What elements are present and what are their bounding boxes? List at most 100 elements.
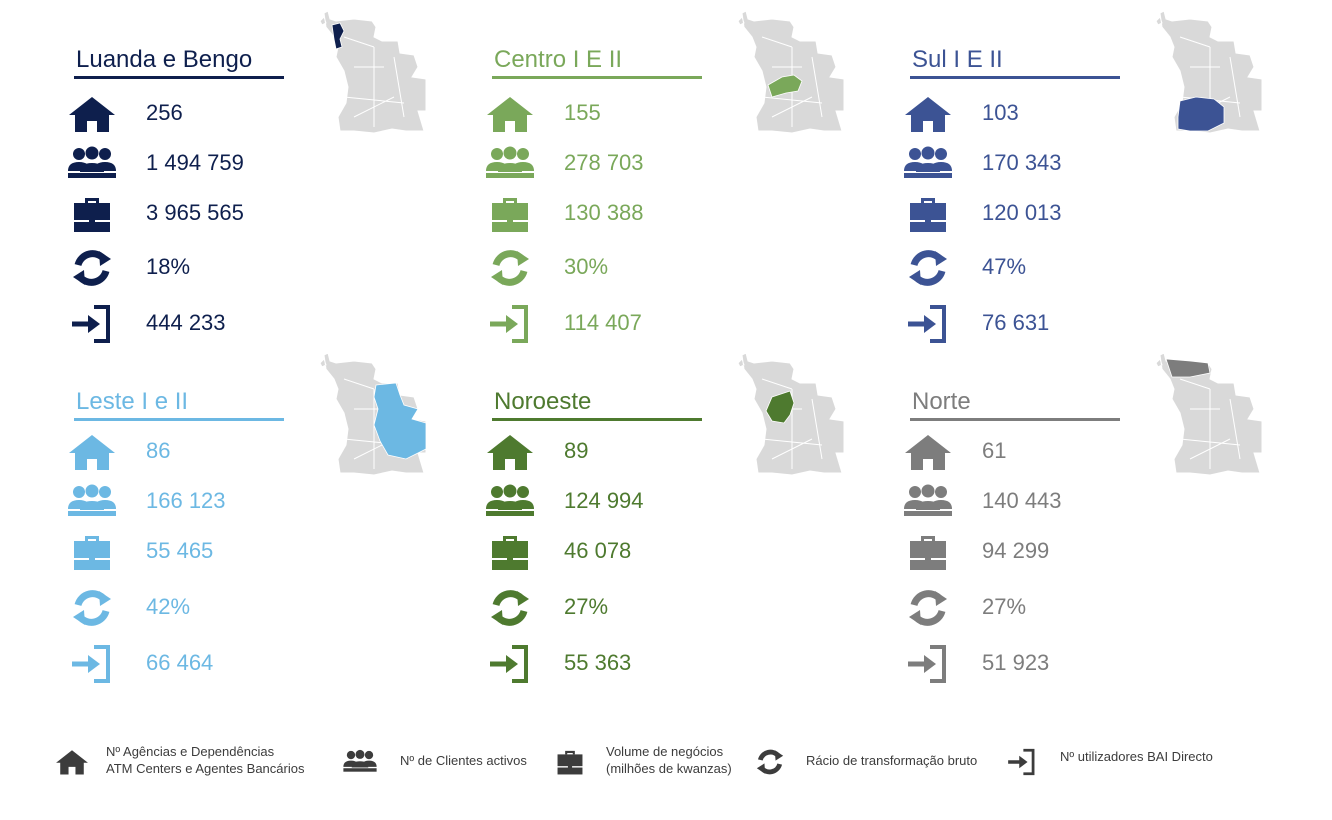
stat-users: 76 631 — [902, 304, 1162, 344]
briefcase-icon — [74, 198, 110, 232]
region-sul: Sul I E II 103 170 343 120 013 47% 76 63… — [902, 10, 1302, 382]
stat-agencies: 86 — [66, 432, 326, 472]
stat-agencies: 256 — [66, 94, 326, 134]
angola-map — [319, 10, 427, 134]
house-icon — [69, 97, 115, 132]
legend-clients-label: Nº de Clientes activos — [400, 753, 527, 768]
title-underline — [74, 76, 284, 79]
stat-volume: 55 465 — [66, 532, 326, 572]
stat-clients: 124 994 — [484, 482, 744, 522]
stat-users: 444 233 — [66, 304, 326, 344]
stat-ratio: 42% — [66, 588, 326, 628]
region-title: Noroeste — [494, 388, 592, 415]
legend-volume-label-2: (milhões de kwanzas) — [606, 761, 732, 776]
stat-ratio: 27% — [484, 588, 744, 628]
legend-clients: Nº de Clientes activos — [342, 740, 552, 786]
legend-agencies-label: Nº Agências e Dependências — [106, 744, 275, 759]
stat-volume: 94 299 — [902, 532, 1162, 572]
stat-clients: 1 494 759 — [66, 144, 326, 184]
login-arrow-icon — [908, 645, 946, 683]
stat-clients: 170 343 — [902, 144, 1162, 184]
house-icon — [487, 435, 533, 470]
login-arrow-icon — [490, 645, 528, 683]
briefcase-icon — [74, 536, 110, 570]
legend-ratio: Rácio de transformação bruto — [752, 740, 1002, 786]
stat-clients: 166 123 — [66, 482, 326, 522]
angola-map — [737, 352, 845, 476]
legend: Nº Agências e Dependências ATM Centers e… — [0, 740, 1332, 790]
region-luanda-bengo: Luanda e Bengo 256 1 494 759 3 965 565 1… — [66, 10, 466, 382]
people-icon — [486, 146, 534, 178]
title-underline — [910, 418, 1120, 421]
stat-clients: 140 443 — [902, 482, 1162, 522]
legend-volume: Volume de negócios (milhões de kwanzas) — [552, 740, 752, 786]
stat-ratio: 18% — [66, 248, 326, 288]
stat-users: 66 464 — [66, 644, 326, 684]
region-leste: Leste I e II 86 166 123 55 465 42% 66 46… — [66, 352, 466, 724]
login-arrow-icon — [1008, 748, 1035, 776]
people-icon — [904, 484, 952, 516]
briefcase-icon — [557, 750, 583, 775]
stat-volume: 120 013 — [902, 194, 1162, 234]
title-underline — [74, 418, 284, 421]
briefcase-icon — [910, 198, 946, 232]
stat-agencies: 155 — [484, 94, 744, 134]
region-title: Sul I E II — [912, 46, 1003, 73]
legend-ratio-label: Rácio de transformação bruto — [806, 753, 978, 768]
login-arrow-icon — [908, 305, 946, 343]
refresh-cycle-icon — [909, 590, 947, 626]
refresh-cycle-icon — [491, 250, 529, 286]
refresh-cycle-icon — [491, 590, 529, 626]
refresh-cycle-icon — [909, 250, 947, 286]
people-icon — [343, 749, 377, 772]
stat-agencies: 89 — [484, 432, 744, 472]
login-arrow-icon — [72, 305, 110, 343]
title-underline — [910, 76, 1120, 79]
briefcase-icon — [492, 198, 528, 232]
stat-volume: 3 965 565 — [66, 194, 326, 234]
stat-agencies: 103 — [902, 94, 1162, 134]
stat-ratio: 30% — [484, 248, 744, 288]
legend-volume-label: Volume de negócios — [606, 744, 724, 759]
house-icon — [56, 750, 88, 775]
region-title: Norte — [912, 388, 971, 415]
login-arrow-icon — [490, 305, 528, 343]
briefcase-icon — [910, 536, 946, 570]
people-icon — [904, 146, 952, 178]
title-underline — [492, 418, 702, 421]
angola-map — [1155, 10, 1263, 134]
legend-agencies-label-2: ATM Centers e Agentes Bancários — [106, 761, 305, 776]
stat-agencies: 61 — [902, 432, 1162, 472]
house-icon — [487, 97, 533, 132]
region-title: Luanda e Bengo — [76, 46, 253, 73]
region-centro: Centro I E II 155 278 703 130 388 30% 11… — [484, 10, 884, 382]
refresh-cycle-icon — [756, 749, 784, 775]
legend-users-label: Nº utilizadores BAI Directo — [1060, 749, 1213, 764]
stat-ratio: 47% — [902, 248, 1162, 288]
stat-ratio: 27% — [902, 588, 1162, 628]
refresh-cycle-icon — [73, 590, 111, 626]
house-icon — [69, 435, 115, 470]
stat-users: 51 923 — [902, 644, 1162, 684]
house-icon — [905, 97, 951, 132]
legend-users: Nº utilizadores BAI Directo — [1004, 740, 1244, 786]
stat-clients: 278 703 — [484, 144, 744, 184]
people-icon — [68, 146, 116, 178]
stat-users: 55 363 — [484, 644, 744, 684]
region-norte: Norte 61 140 443 94 299 27% 51 923 — [902, 352, 1302, 724]
people-icon — [486, 484, 534, 516]
house-icon — [905, 435, 951, 470]
region-title: Leste I e II — [76, 388, 189, 415]
title-underline — [492, 76, 702, 79]
angola-map — [737, 10, 845, 134]
region-noroeste: Noroeste 89 124 994 46 078 27% 55 363 — [484, 352, 884, 724]
login-arrow-icon — [72, 645, 110, 683]
region-title: Centro I E II — [494, 46, 623, 73]
briefcase-icon — [492, 536, 528, 570]
stat-users: 114 407 — [484, 304, 744, 344]
angola-map — [1155, 352, 1263, 476]
people-icon — [68, 484, 116, 516]
refresh-cycle-icon — [73, 250, 111, 286]
angola-map — [319, 352, 427, 476]
stat-volume: 130 388 — [484, 194, 744, 234]
